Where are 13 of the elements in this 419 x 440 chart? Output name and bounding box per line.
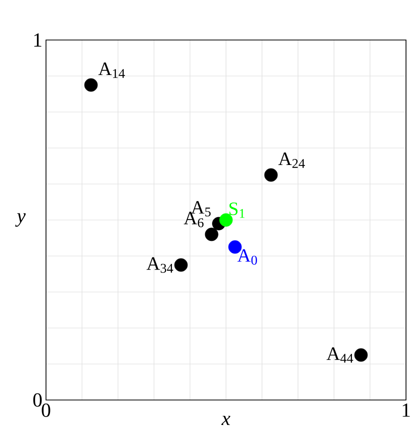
x-axis-title: x <box>221 416 230 425</box>
point <box>204 228 218 242</box>
point <box>84 78 98 92</box>
y-axis-title: y <box>15 213 26 227</box>
annotation: A$_{34}$ <box>146 257 174 273</box>
series-label: S$_{1}$ <box>229 202 245 218</box>
point <box>174 258 188 272</box>
point <box>264 168 278 182</box>
point <box>354 348 368 362</box>
series-label: A$_{0}$ <box>237 249 257 265</box>
annotation: A$_{44}$ <box>326 347 354 363</box>
annotation: A$_{14}$ <box>98 62 125 78</box>
annotation: A$_{24}$ <box>278 152 305 168</box>
